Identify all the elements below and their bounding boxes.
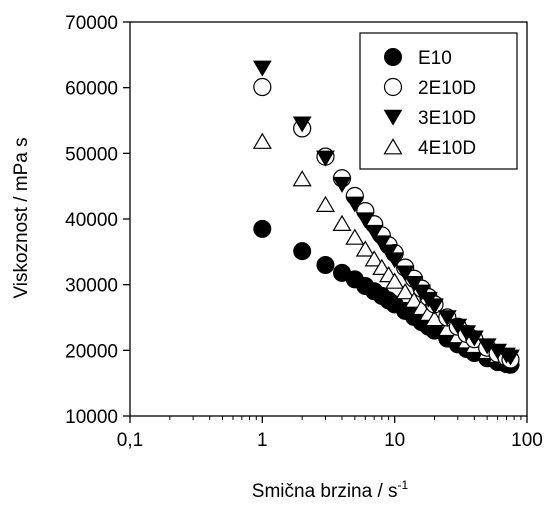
x-axis-title-main: Smična brzina / s	[252, 481, 398, 502]
legend-label-e10: E10	[418, 48, 452, 69]
legend-marker-4e10d	[383, 138, 403, 155]
y-tick-label: 70000	[65, 13, 118, 34]
x-tick-label: 10	[384, 430, 405, 451]
data-point	[364, 250, 384, 267]
legend-label-2e10d: 2E10D	[418, 78, 476, 99]
data-point	[425, 298, 444, 315]
y-tick-label: 40000	[65, 210, 118, 231]
x-axis-title: Smična brzina / s-1	[252, 478, 409, 502]
data-point	[292, 116, 312, 133]
x-tick-label: 1	[257, 430, 268, 451]
data-point	[501, 349, 520, 366]
data-point	[252, 132, 272, 149]
axis-ticks	[123, 21, 528, 423]
data-point	[345, 196, 365, 213]
x-tick-label: 100	[511, 430, 543, 451]
data-point	[385, 272, 405, 289]
data-point	[332, 214, 352, 231]
x-tick-label: 0,1	[117, 430, 143, 451]
data-point	[395, 283, 415, 300]
legend-marker-3e10d	[383, 109, 403, 126]
y-tick-label: 60000	[65, 79, 118, 100]
legend-marker-e10	[384, 48, 402, 66]
data-point	[364, 224, 384, 241]
data-point	[404, 291, 424, 308]
axis-tick-labels: 10000 20000 30000 40000 50000 60000 70000 0,1 1 1…	[65, 13, 543, 451]
series-layer	[252, 60, 521, 374]
legend-label-4e10d: 4E10D	[418, 138, 476, 159]
data-point	[315, 195, 336, 212]
data-point	[437, 310, 457, 327]
data-point	[252, 60, 272, 77]
y-axis-title: Viskoznost / mPa s	[11, 137, 32, 298]
data-point	[355, 240, 375, 257]
data-point	[332, 176, 352, 193]
legend-label-3e10d: 3E10D	[418, 108, 476, 129]
x-axis-title-exponent: -1	[398, 478, 409, 492]
y-tick-label: 50000	[65, 144, 118, 165]
data-point	[316, 150, 335, 167]
data-point	[404, 276, 424, 292]
legend: E10 2E10D 3E10D 4E10D	[359, 32, 518, 170]
y-tick-label: 20000	[65, 341, 118, 362]
data-point	[316, 255, 335, 274]
data-point	[355, 212, 375, 229]
data-point	[253, 77, 272, 97]
data-point	[464, 330, 484, 347]
data-point	[293, 242, 312, 261]
data-point	[379, 244, 398, 261]
data-point	[395, 265, 415, 282]
data-point	[292, 170, 312, 187]
series-3e10d	[252, 60, 520, 366]
legend-marker-2e10d	[383, 77, 403, 97]
y-tick-label: 10000	[65, 407, 118, 428]
data-point	[385, 252, 405, 269]
y-tick-label: 30000	[65, 276, 118, 297]
data-point	[345, 228, 365, 245]
data-point	[372, 235, 392, 252]
data-point	[253, 219, 272, 238]
